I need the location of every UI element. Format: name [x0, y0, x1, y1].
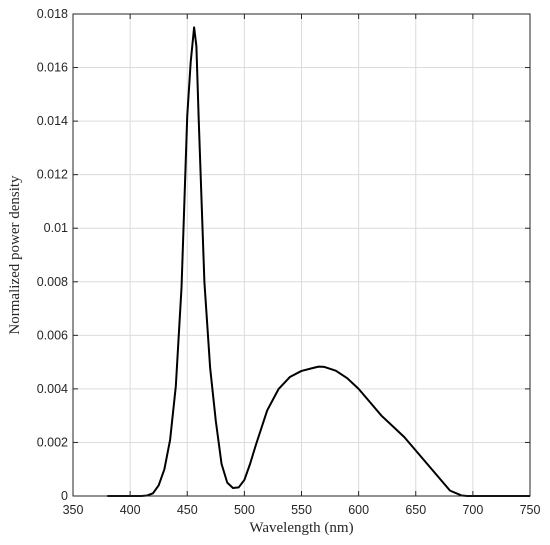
y-axis-label: Normalized power density: [7, 175, 23, 335]
x-tick-label: 350: [63, 503, 84, 517]
y-tick-label: 0.012: [37, 168, 68, 182]
grid-lines: [72, 13, 531, 497]
x-tick-label: 400: [120, 503, 141, 517]
y-tick-label: 0.014: [37, 114, 68, 128]
x-tick-label: 450: [177, 503, 198, 517]
x-tick-label: 700: [462, 503, 483, 517]
x-tick-label: 500: [234, 503, 255, 517]
y-tick-label: 0.016: [37, 61, 68, 75]
tick-labels: 350 400 450 500 550 600 650 700 750 0 0.002 0.004 0.…: [37, 7, 541, 517]
y-tick-label: 0.008: [37, 275, 68, 289]
y-tick-label: 0.004: [37, 382, 68, 396]
spectrum-line: [107, 26, 530, 497]
x-tick-label: 650: [405, 503, 426, 517]
y-tick-label: 0.002: [37, 435, 68, 449]
x-tick-label: 750: [520, 503, 541, 517]
y-tick-label: 0.006: [37, 328, 68, 342]
x-axis-label: Wavelength (nm): [249, 520, 353, 536]
y-tick-label: 0.018: [37, 7, 68, 21]
x-tick-label: 550: [291, 503, 312, 517]
y-tick-label: 0: [61, 489, 68, 503]
axis-ticks: [72, 13, 531, 497]
x-tick-label: 600: [348, 503, 369, 517]
y-tick-label: 0.01: [44, 221, 68, 235]
series-layer: [107, 26, 530, 497]
